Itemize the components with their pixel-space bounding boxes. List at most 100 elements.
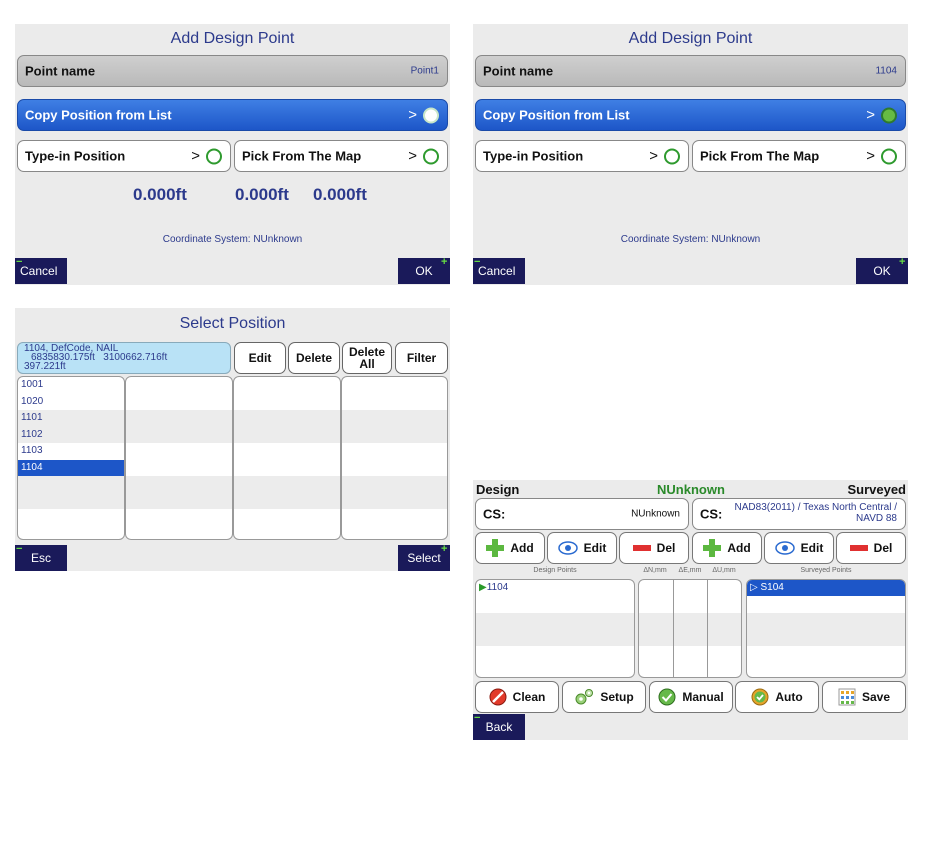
point-name-label: Point name	[483, 63, 554, 79]
copy-position-from-list-button[interactable]: Copy Position from List >	[17, 99, 448, 131]
edit-design-button[interactable]: Edit	[547, 532, 617, 564]
chevron-right-icon: >	[866, 106, 875, 124]
plus-mark-icon: +	[899, 256, 906, 268]
no-entry-icon	[489, 688, 507, 706]
radio-circle-icon	[206, 148, 222, 164]
grid-list-icon	[838, 688, 856, 706]
minus-mark-icon: −	[474, 712, 481, 724]
info-line-2: 6835830.175ft 3100662.716ft	[31, 352, 168, 363]
list-item	[18, 492, 124, 509]
delta-n-header: ΔN,mm	[643, 567, 667, 574]
add-design-point-panel-1: Add Design Point Point name Point1 Copy …	[15, 24, 450, 285]
edit-button[interactable]: Edit	[234, 342, 286, 374]
del-design-button[interactable]: Del	[619, 532, 689, 564]
list-item-selected[interactable]: ▷ S104	[747, 580, 905, 596]
cs-label: CS:	[700, 506, 723, 522]
point-name-field[interactable]: Point name Point1	[17, 55, 448, 87]
surveyed-point-name: S104	[760, 582, 784, 593]
select-position-panel: Select Position 1104, DefCode, NAIL 6835…	[15, 308, 450, 571]
cancel-button[interactable]: Cancel	[473, 258, 525, 284]
delete-all-button[interactable]: Delete All	[342, 342, 392, 374]
add-label: Add	[727, 541, 751, 555]
delete-button[interactable]: Delete	[288, 342, 340, 374]
filter-button[interactable]: Filter	[395, 342, 448, 374]
cs-right-line-2: NAVD 88	[856, 513, 897, 524]
setup-button[interactable]: Setup	[562, 681, 646, 713]
minus-icon	[632, 545, 651, 551]
coordinate-system-label: Coordinate System: NUnknown	[620, 234, 761, 245]
save-label: Save	[861, 690, 891, 704]
del-label: Del	[873, 541, 893, 555]
radio-circle-icon	[423, 107, 439, 123]
auto-button[interactable]: Auto	[735, 681, 819, 713]
elevation-value: 0.000ft	[313, 185, 367, 204]
point-name-value: 1104	[875, 65, 897, 77]
list-column-4	[341, 376, 448, 540]
type-in-position-button[interactable]: Type-in Position >	[475, 140, 689, 172]
triangle-right-outline-icon: ▷	[750, 582, 758, 593]
chevron-right-icon: >	[408, 106, 417, 124]
pick-from-map-label: Pick From The Map	[700, 148, 820, 164]
esc-button[interactable]: Esc	[15, 545, 67, 571]
design-points-header: Design Points	[533, 567, 577, 574]
add-surveyed-button[interactable]: Add	[692, 532, 762, 564]
select-button[interactable]: Select	[398, 545, 450, 571]
radio-circle-icon	[664, 148, 680, 164]
delta-u-header: ΔU,mm	[712, 567, 736, 574]
add-design-button[interactable]: Add	[475, 532, 545, 564]
del-surveyed-button[interactable]: Del	[836, 532, 906, 564]
minus-icon	[849, 545, 868, 551]
type-in-label: Type-in Position	[483, 148, 584, 164]
cs-right-value: NAD83(2011) / Texas North Central / NAVD…	[735, 502, 897, 524]
list-item[interactable]: 1103	[21, 445, 43, 456]
list-item[interactable]: 1101	[18, 410, 124, 427]
manual-button[interactable]: Manual	[649, 681, 733, 713]
triangle-right-icon: ▶	[479, 582, 487, 593]
cancel-button[interactable]: Cancel	[15, 258, 67, 284]
info-line-3: 397.221ft	[24, 361, 66, 372]
easting-value: 0.000ft	[235, 185, 289, 204]
list-item[interactable]: 1001	[21, 379, 44, 390]
panel-title: Select Position	[179, 315, 286, 332]
list-item[interactable]: ▶1104	[476, 580, 634, 613]
gears-icon	[575, 689, 594, 705]
minus-mark-icon: −	[16, 543, 23, 555]
coordinate-system-header: NUnknown	[657, 482, 725, 497]
design-points-list[interactable]: ▶1104	[475, 579, 635, 678]
plus-icon	[486, 539, 505, 557]
copy-position-label: Copy Position from List	[25, 107, 172, 123]
type-in-position-button[interactable]: Type-in Position >	[17, 140, 231, 172]
type-in-label: Type-in Position	[25, 148, 126, 164]
plus-mark-icon: +	[441, 256, 448, 268]
radio-circle-icon	[423, 148, 439, 164]
ok-button[interactable]: OK	[856, 258, 908, 284]
list-item[interactable]: 1102	[18, 426, 124, 443]
eye-icon	[774, 541, 795, 555]
clean-button[interactable]: Clean	[475, 681, 559, 713]
cs-right-field[interactable]: CS: NAD83(2011) / Texas North Central / …	[692, 498, 906, 530]
edit-surveyed-button[interactable]: Edit	[764, 532, 834, 564]
delete-all-label-2: All	[359, 357, 375, 371]
setup-label: Setup	[600, 690, 634, 704]
selected-point-info: 1104, DefCode, NAIL 6835830.175ft 310066…	[17, 342, 231, 374]
pick-from-map-button[interactable]: Pick From The Map >	[692, 140, 906, 172]
cs-left-field[interactable]: CS: NUnknown	[475, 498, 689, 530]
points-list-column[interactable]: 1001 1020 1101 1102 1103 1104	[17, 376, 125, 540]
copy-position-label: Copy Position from List	[483, 107, 630, 123]
list-item-selected[interactable]: 1104	[18, 459, 124, 476]
point-name-label: Point name	[25, 63, 96, 79]
list-column-2	[125, 376, 233, 540]
list-item[interactable]: 1020	[21, 395, 44, 407]
design-header: Design	[476, 482, 520, 497]
back-button[interactable]: Back	[473, 714, 525, 740]
del-label: Del	[656, 541, 676, 555]
minus-mark-icon: −	[16, 256, 23, 268]
save-button[interactable]: Save	[822, 681, 906, 713]
design-surveyed-panel: Design NUnknown Surveyed CS: NUnknown CS…	[473, 480, 908, 740]
copy-position-from-list-button[interactable]: Copy Position from List >	[475, 99, 906, 131]
panel-title: Add Design Point	[170, 30, 295, 47]
surveyed-points-list[interactable]: ▷ S104	[746, 579, 906, 678]
point-name-field[interactable]: Point name 1104	[475, 55, 906, 87]
pick-from-map-button[interactable]: Pick From The Map >	[234, 140, 448, 172]
ok-button[interactable]: OK	[398, 258, 450, 284]
